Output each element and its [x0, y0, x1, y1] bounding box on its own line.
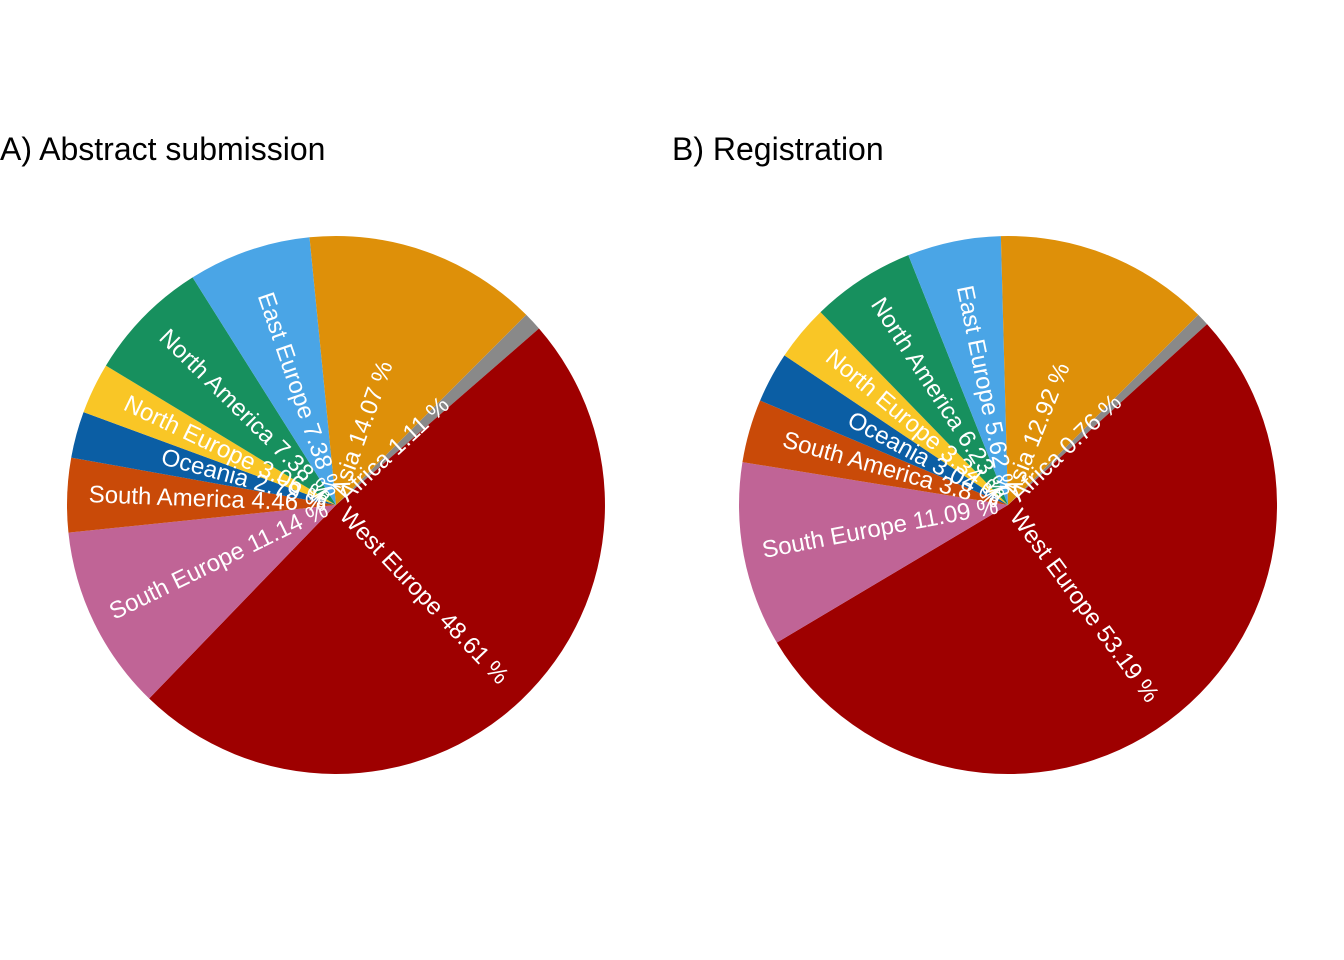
panel-title: B) Registration	[672, 131, 884, 167]
pie-slice-north-europe	[83, 365, 336, 505]
pie-slice-south-europe	[739, 462, 1008, 643]
pie-panel-registration: B) Registration Africa 0.76 %West Europe…	[672, 131, 1278, 775]
pie-slice-north-europe	[784, 312, 1008, 505]
pie-slice-asia	[309, 236, 527, 505]
pie-slice-south-europe	[68, 505, 337, 699]
pie-slice-west-europe	[149, 328, 605, 774]
pie-slice-asia	[1000, 235, 1199, 505]
pie-slices	[739, 235, 1278, 775]
pie-panel-abstract-submission: A) Abstract submission Africa 1.11 %West…	[0, 131, 605, 774]
pie-slice-west-europe	[776, 324, 1278, 775]
pie-slice-east-europe	[192, 237, 336, 505]
pie-slice-north-america	[105, 277, 336, 505]
pie-slice-east-europe	[908, 236, 1008, 505]
panel-title: A) Abstract submission	[0, 131, 325, 167]
pie-slice-oceania	[760, 355, 1008, 505]
pie-slice-africa	[336, 314, 539, 505]
pie-slice-africa	[1008, 314, 1208, 505]
pie-slices	[67, 236, 605, 774]
pie-slice-south-america	[67, 457, 336, 533]
pie-slice-oceania	[71, 412, 337, 505]
pie-slice-north-america	[820, 255, 1008, 505]
pie-slice-south-america	[742, 400, 1008, 505]
